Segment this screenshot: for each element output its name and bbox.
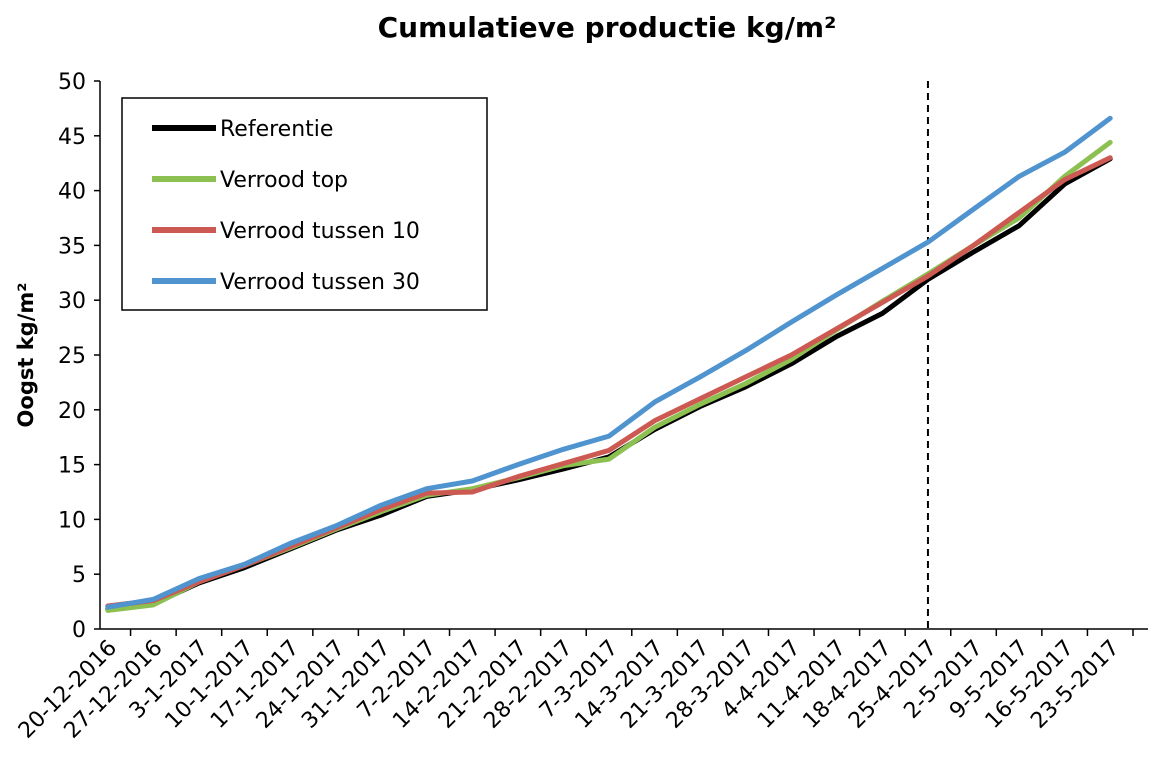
y-tick-label: 0 <box>72 618 86 643</box>
legend: Referentie Verrood top Verrood tussen 10 Ve… <box>121 97 488 311</box>
y-tick-label: 50 <box>58 70 86 95</box>
y-tick-label: 25 <box>58 344 86 369</box>
y-tick-label: 5 <box>72 563 86 588</box>
y-tick-label: 10 <box>58 508 86 533</box>
legend-label: Verrood tussen 30 <box>220 270 420 295</box>
y-tick-label: 35 <box>58 234 86 259</box>
y-tick-label: 30 <box>58 289 86 314</box>
y-axis-label: Oogst kg/m² <box>14 283 38 428</box>
series-line-verrood-tussen-30 <box>105 115 1113 610</box>
chart-title: Cumulatieve productie kg/m² <box>378 11 837 44</box>
y-tick-label: 20 <box>58 399 86 424</box>
legend-label: Verrood tussen 10 <box>220 219 420 244</box>
y-tick-label: 45 <box>58 125 86 150</box>
legend-label: Verrood top <box>220 168 348 193</box>
y-tick-label: 15 <box>58 454 86 479</box>
y-tick-label: 40 <box>58 180 86 205</box>
legend-box <box>121 97 488 311</box>
legend-label: Referentie <box>220 117 333 142</box>
